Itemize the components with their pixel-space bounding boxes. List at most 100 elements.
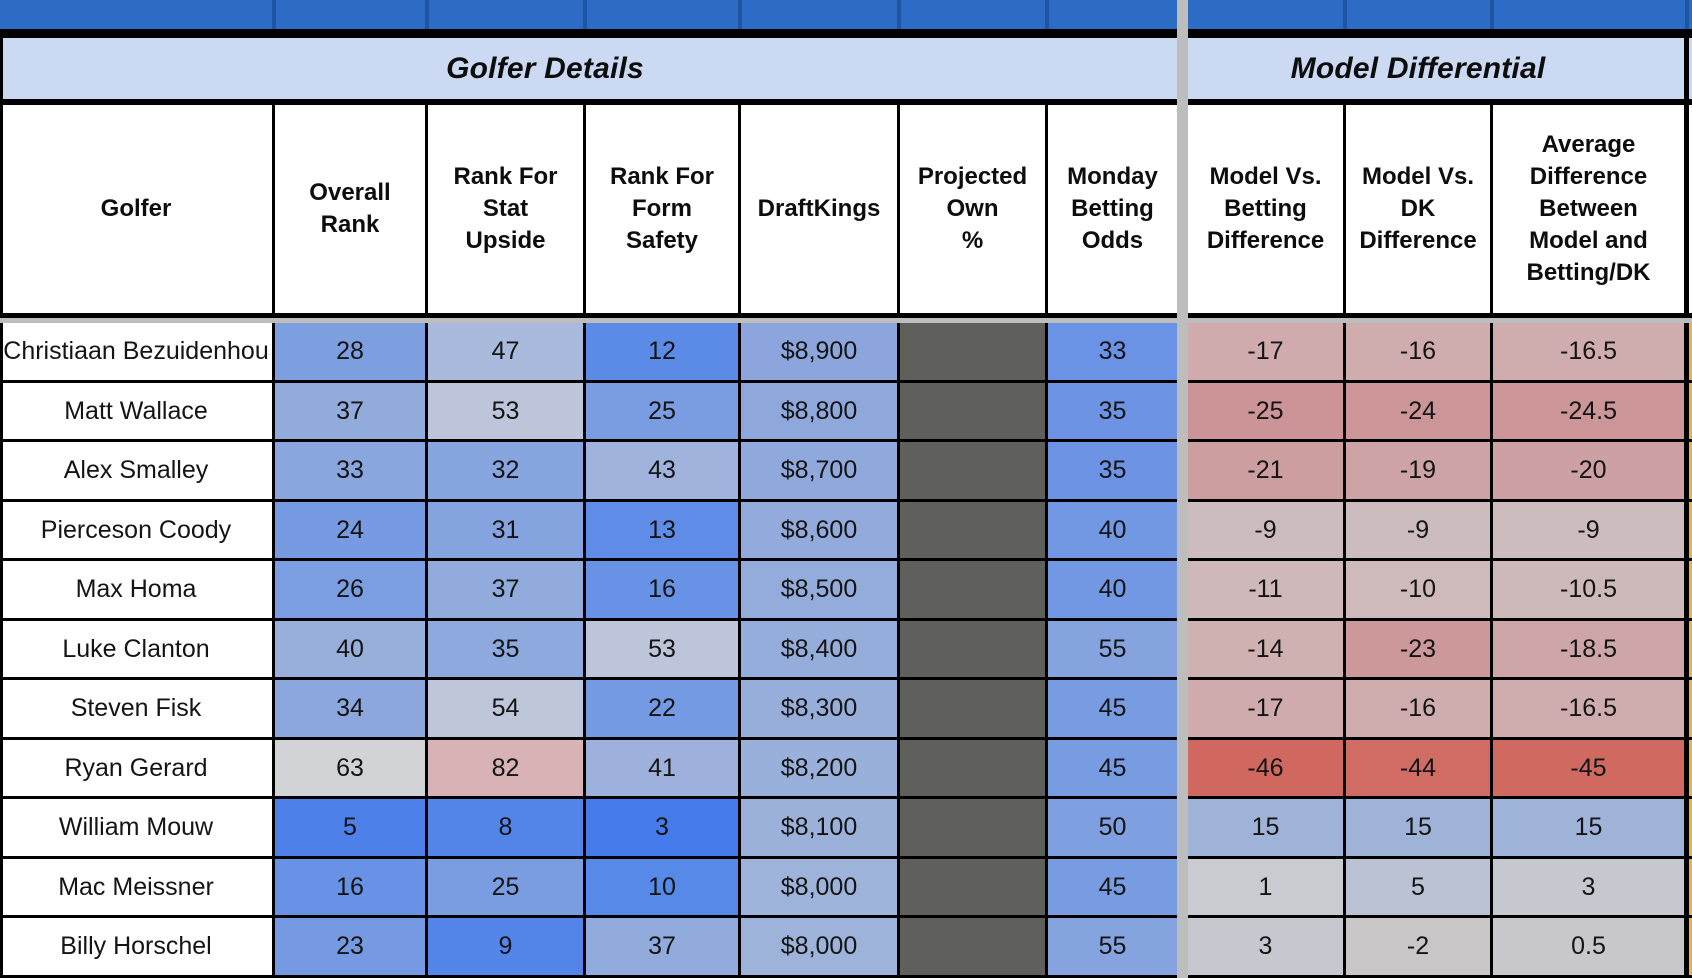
cell-betting_odds[interactable]: 40 [1048, 501, 1177, 559]
cell-model_vs_betting[interactable]: -21 [1188, 442, 1343, 499]
column-header-golfer[interactable]: Golfer [0, 105, 272, 313]
cell-form_safety[interactable]: 3 [586, 799, 738, 856]
next-column-cell[interactable] [1689, 739, 1692, 797]
cell-model_vs_betting[interactable]: 15 [1188, 799, 1343, 856]
cell-stat_upside[interactable]: 35 [428, 620, 583, 678]
golfer-name-cell[interactable]: Alex Smalley [0, 442, 272, 499]
cell-model_vs_betting[interactable]: 1 [1188, 858, 1343, 916]
next-column-cell[interactable] [1689, 799, 1692, 856]
cell-avg_diff[interactable]: -16.5 [1493, 680, 1684, 737]
cell-avg_diff[interactable]: -20 [1493, 442, 1684, 499]
cell-betting_odds[interactable]: 45 [1048, 680, 1177, 737]
cell-draftkings[interactable]: $8,800 [741, 382, 897, 440]
cell-stat_upside[interactable]: 47 [428, 323, 583, 380]
cell-model_vs_dk[interactable]: -23 [1346, 620, 1490, 678]
golfer-name-cell[interactable]: Matt Wallace [0, 382, 272, 440]
next-column-cell[interactable] [1689, 620, 1692, 678]
cell-overall_rank[interactable]: 63 [275, 739, 425, 797]
cell-draftkings[interactable]: $8,600 [741, 501, 897, 559]
cell-projected_own[interactable] [900, 799, 1045, 856]
cell-projected_own[interactable] [900, 501, 1045, 559]
cell-avg_diff[interactable]: -45 [1493, 739, 1684, 797]
cell-form_safety[interactable]: 43 [586, 442, 738, 499]
cell-overall_rank[interactable]: 33 [275, 442, 425, 499]
cell-model_vs_dk[interactable]: -2 [1346, 918, 1490, 975]
cell-draftkings[interactable]: $8,100 [741, 799, 897, 856]
cell-draftkings[interactable]: $8,700 [741, 442, 897, 499]
cell-projected_own[interactable] [900, 918, 1045, 975]
cell-model_vs_betting[interactable]: -11 [1188, 561, 1343, 618]
cell-betting_odds[interactable]: 40 [1048, 561, 1177, 618]
cell-projected_own[interactable] [900, 561, 1045, 618]
cell-form_safety[interactable]: 22 [586, 680, 738, 737]
cell-draftkings[interactable]: $8,500 [741, 561, 897, 618]
cell-projected_own[interactable] [900, 739, 1045, 797]
column-header-overall_rank[interactable]: Overall Rank [275, 105, 425, 313]
cell-avg_diff[interactable]: 0.5 [1493, 918, 1684, 975]
cell-betting_odds[interactable]: 45 [1048, 858, 1177, 916]
cell-form_safety[interactable]: 53 [586, 620, 738, 678]
golfer-name-cell[interactable]: Ryan Gerard [0, 739, 272, 797]
cell-model_vs_dk[interactable]: -24 [1346, 382, 1490, 440]
golfer-name-cell[interactable]: Mac Meissner [0, 858, 272, 916]
next-column-cell[interactable] [1689, 442, 1692, 499]
next-column-cell[interactable] [1689, 858, 1692, 916]
cell-stat_upside[interactable]: 53 [428, 382, 583, 440]
golfer-name-cell[interactable]: Pierceson Coody [0, 501, 272, 559]
cell-overall_rank[interactable]: 16 [275, 858, 425, 916]
cell-overall_rank[interactable]: 26 [275, 561, 425, 618]
cell-avg_diff[interactable]: -18.5 [1493, 620, 1684, 678]
cell-stat_upside[interactable]: 8 [428, 799, 583, 856]
column-header-avg_diff[interactable]: Average Difference Between Model and Bet… [1493, 105, 1684, 313]
cell-betting_odds[interactable]: 35 [1048, 382, 1177, 440]
cell-stat_upside[interactable]: 32 [428, 442, 583, 499]
cell-model_vs_dk[interactable]: -16 [1346, 323, 1490, 380]
cell-form_safety[interactable]: 12 [586, 323, 738, 380]
cell-draftkings[interactable]: $8,000 [741, 918, 897, 975]
column-header-betting_odds[interactable]: Monday Betting Odds [1048, 105, 1177, 313]
cell-model_vs_dk[interactable]: -19 [1346, 442, 1490, 499]
next-column-cell[interactable] [1689, 680, 1692, 737]
cell-form_safety[interactable]: 16 [586, 561, 738, 618]
cell-draftkings[interactable]: $8,900 [741, 323, 897, 380]
cell-avg_diff[interactable]: -16.5 [1493, 323, 1684, 380]
cell-stat_upside[interactable]: 37 [428, 561, 583, 618]
cell-projected_own[interactable] [900, 442, 1045, 499]
golfer-name-cell[interactable]: William Mouw [0, 799, 272, 856]
cell-form_safety[interactable]: 41 [586, 739, 738, 797]
cell-overall_rank[interactable]: 37 [275, 382, 425, 440]
column-header-draftkings[interactable]: DraftKings [741, 105, 897, 313]
cell-overall_rank[interactable]: 28 [275, 323, 425, 380]
cell-form_safety[interactable]: 13 [586, 501, 738, 559]
cell-projected_own[interactable] [900, 323, 1045, 380]
section-title-model-differential[interactable]: Model Differential [1290, 51, 1546, 85]
golfer-name-cell[interactable]: Billy Horschel [0, 918, 272, 975]
cell-overall_rank[interactable]: 34 [275, 680, 425, 737]
next-column-cell[interactable] [1689, 382, 1692, 440]
cell-avg_diff[interactable]: -24.5 [1493, 382, 1684, 440]
cell-projected_own[interactable] [900, 382, 1045, 440]
cell-avg_diff[interactable]: 15 [1493, 799, 1684, 856]
cell-model_vs_dk[interactable]: 5 [1346, 858, 1490, 916]
cell-betting_odds[interactable]: 33 [1048, 323, 1177, 380]
cell-avg_diff[interactable]: 3 [1493, 858, 1684, 916]
cell-overall_rank[interactable]: 40 [275, 620, 425, 678]
cell-form_safety[interactable]: 25 [586, 382, 738, 440]
cell-form_safety[interactable]: 10 [586, 858, 738, 916]
cell-overall_rank[interactable]: 23 [275, 918, 425, 975]
cell-model_vs_dk[interactable]: -44 [1346, 739, 1490, 797]
cell-avg_diff[interactable]: -9 [1493, 501, 1684, 559]
golfer-name-cell[interactable]: Luke Clanton [0, 620, 272, 678]
column-header-stat_upside[interactable]: Rank For Stat Upside [428, 105, 583, 313]
next-column-cell[interactable] [1689, 918, 1692, 975]
golfer-name-cell[interactable]: Max Homa [0, 561, 272, 618]
cell-stat_upside[interactable]: 9 [428, 918, 583, 975]
cell-projected_own[interactable] [900, 680, 1045, 737]
cell-stat_upside[interactable]: 25 [428, 858, 583, 916]
cell-stat_upside[interactable]: 82 [428, 739, 583, 797]
cell-betting_odds[interactable]: 55 [1048, 918, 1177, 975]
cell-betting_odds[interactable]: 55 [1048, 620, 1177, 678]
cell-model_vs_dk[interactable]: -10 [1346, 561, 1490, 618]
cell-draftkings[interactable]: $8,000 [741, 858, 897, 916]
column-header-model_vs_dk[interactable]: Model Vs. DK Difference [1346, 105, 1490, 313]
